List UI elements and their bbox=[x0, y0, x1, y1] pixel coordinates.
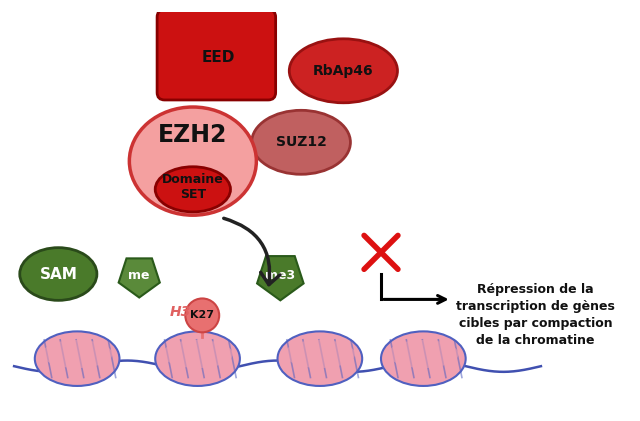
Text: SAM: SAM bbox=[40, 266, 77, 282]
Ellipse shape bbox=[388, 340, 459, 368]
Text: H3: H3 bbox=[170, 305, 191, 319]
Text: EZH2: EZH2 bbox=[158, 123, 228, 147]
FancyBboxPatch shape bbox=[157, 10, 276, 100]
Text: SUZ12: SUZ12 bbox=[276, 135, 326, 149]
Polygon shape bbox=[118, 258, 160, 298]
Text: me: me bbox=[129, 269, 150, 282]
Ellipse shape bbox=[20, 248, 97, 300]
Ellipse shape bbox=[156, 331, 240, 386]
Ellipse shape bbox=[252, 110, 351, 174]
Text: K27: K27 bbox=[190, 310, 214, 320]
Polygon shape bbox=[257, 256, 303, 300]
Ellipse shape bbox=[156, 167, 230, 212]
Ellipse shape bbox=[163, 340, 233, 368]
Ellipse shape bbox=[129, 107, 257, 215]
Circle shape bbox=[186, 298, 219, 332]
Text: me3: me3 bbox=[265, 269, 296, 282]
Ellipse shape bbox=[381, 331, 466, 386]
FancyArrowPatch shape bbox=[224, 218, 280, 285]
Ellipse shape bbox=[285, 340, 355, 368]
Text: EED: EED bbox=[202, 50, 235, 65]
Ellipse shape bbox=[35, 331, 120, 386]
Ellipse shape bbox=[42, 340, 113, 368]
Text: RbAp46: RbAp46 bbox=[313, 64, 374, 78]
Ellipse shape bbox=[289, 39, 397, 103]
Text: Domaine
SET: Domaine SET bbox=[162, 173, 224, 200]
Ellipse shape bbox=[278, 331, 362, 386]
Text: Répression de la
transcription de gènes
cibles par compaction
de la chromatine: Répression de la transcription de gènes … bbox=[456, 283, 615, 347]
